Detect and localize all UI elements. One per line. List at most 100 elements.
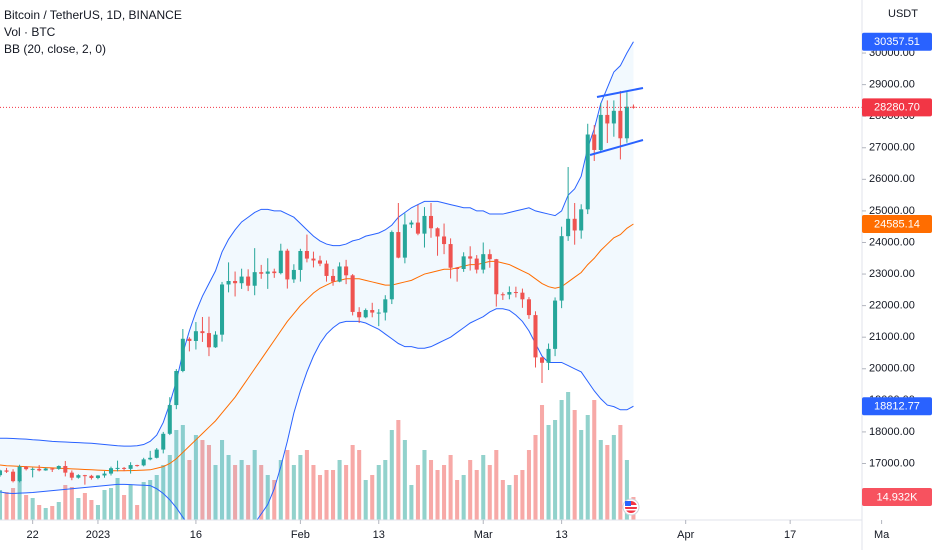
- volume-bar: [56, 502, 61, 520]
- candle-body: [161, 433, 166, 450]
- events-icon[interactable]: [622, 498, 640, 516]
- price-badge: [862, 397, 932, 416]
- candle-body: [272, 271, 277, 274]
- volume-bar: [95, 505, 100, 520]
- candle-body: [226, 280, 231, 285]
- candle-body: [474, 258, 479, 270]
- bb-legend[interactable]: BB (20, close, 2, 0): [4, 42, 106, 56]
- volume-bar: [246, 465, 251, 520]
- candle-body: [415, 222, 420, 234]
- candle-body: [572, 218, 577, 231]
- volume-bar: [76, 498, 81, 520]
- x-tick-label: Apr: [677, 529, 694, 541]
- volume-bar: [200, 440, 205, 520]
- candle-body: [141, 459, 146, 466]
- candle-body: [174, 370, 179, 406]
- candle-body: [11, 471, 16, 482]
- candle-body: [624, 106, 629, 139]
- volume-bar: [422, 450, 427, 520]
- candle-body: [363, 310, 368, 318]
- volume-bar: [30, 498, 35, 520]
- x-tick-label: 13: [555, 529, 567, 541]
- candle-body: [265, 271, 270, 274]
- volume-bar: [141, 482, 146, 520]
- y-tick-label: 20000.00: [869, 363, 915, 375]
- candle-body: [585, 134, 590, 210]
- y-tick-label: 21000.00: [869, 331, 915, 343]
- volume-bar: [69, 487, 74, 520]
- candle-body: [579, 209, 584, 231]
- volume-bar: [154, 475, 159, 520]
- volume-legend[interactable]: Vol · BTC: [4, 25, 56, 39]
- volume-bar: [474, 470, 479, 520]
- candle-body: [324, 263, 329, 276]
- volume-bar: [304, 450, 309, 520]
- volume-bar: [428, 460, 434, 520]
- volume-bar: [442, 465, 447, 520]
- volume-bar: [187, 460, 192, 520]
- volume-bar: [82, 493, 87, 520]
- x-tick-label: 22: [27, 529, 39, 541]
- candle-body: [494, 259, 499, 295]
- candle-body: [76, 475, 81, 478]
- candle-body: [546, 348, 551, 363]
- price-badge: [862, 32, 932, 51]
- volume-bar: [533, 435, 538, 520]
- volume-bar: [579, 430, 584, 520]
- candle-body: [500, 294, 505, 296]
- candle-body: [102, 473, 107, 476]
- y-tick-label: 18000.00: [869, 426, 915, 438]
- candle-body: [187, 338, 192, 341]
- volume-bar: [553, 420, 558, 520]
- bb-basis: [0, 223, 634, 472]
- volume-bar: [128, 485, 133, 520]
- candle-body: [154, 449, 159, 458]
- y-tick-label: 26000.00: [869, 173, 915, 185]
- volume-bar: [396, 420, 401, 520]
- candle-body: [422, 215, 427, 234]
- bollinger-layer: [0, 41, 634, 520]
- candle-body: [291, 269, 296, 280]
- y-tick-label: 23000.00: [869, 268, 915, 280]
- candle-body: [428, 215, 434, 229]
- volume-bar: [461, 475, 466, 520]
- badges: 30357.51 28280.70 24585.14 18812.77 14.932K: [862, 32, 932, 507]
- price-badge-label: 18812.77: [874, 401, 920, 413]
- volume-bar: [193, 435, 198, 520]
- candle-body: [402, 224, 407, 258]
- candle-body: [95, 475, 100, 479]
- candle-body: [108, 468, 114, 474]
- bb-lower: [0, 308, 634, 520]
- volume-bar: [624, 460, 629, 520]
- volume-bar: [618, 425, 623, 520]
- x-tick-label: Ma: [874, 529, 890, 541]
- candle-body: [553, 300, 558, 349]
- volume-bar: [220, 440, 225, 520]
- volume-bar: [148, 480, 153, 520]
- volume-bar: [331, 470, 336, 520]
- volume-bar: [383, 460, 388, 520]
- bb-fill: [0, 41, 634, 520]
- volume-bar: [513, 475, 518, 520]
- candle-body: [252, 272, 257, 286]
- candle-body: [344, 266, 349, 276]
- candle-body: [559, 236, 564, 301]
- candle-body: [357, 311, 362, 318]
- volume-bar: [611, 435, 616, 520]
- candle-body: [337, 266, 342, 282]
- plot-area: [0, 41, 862, 520]
- candle-body: [220, 284, 225, 335]
- volume-bar: [24, 495, 29, 520]
- candle-body: [122, 467, 127, 469]
- candle-body: [278, 250, 283, 274]
- volume-bar: [180, 425, 185, 520]
- candle-body: [513, 292, 518, 294]
- volume-bar: [507, 485, 512, 520]
- candle-body: [526, 299, 531, 316]
- candle-body: [389, 232, 394, 300]
- x-tick-label: Feb: [291, 529, 310, 541]
- volume-bar: [605, 445, 610, 520]
- price-badge-label: 28280.70: [874, 102, 920, 114]
- price-badge: [862, 98, 932, 117]
- volume-bar: [376, 465, 381, 520]
